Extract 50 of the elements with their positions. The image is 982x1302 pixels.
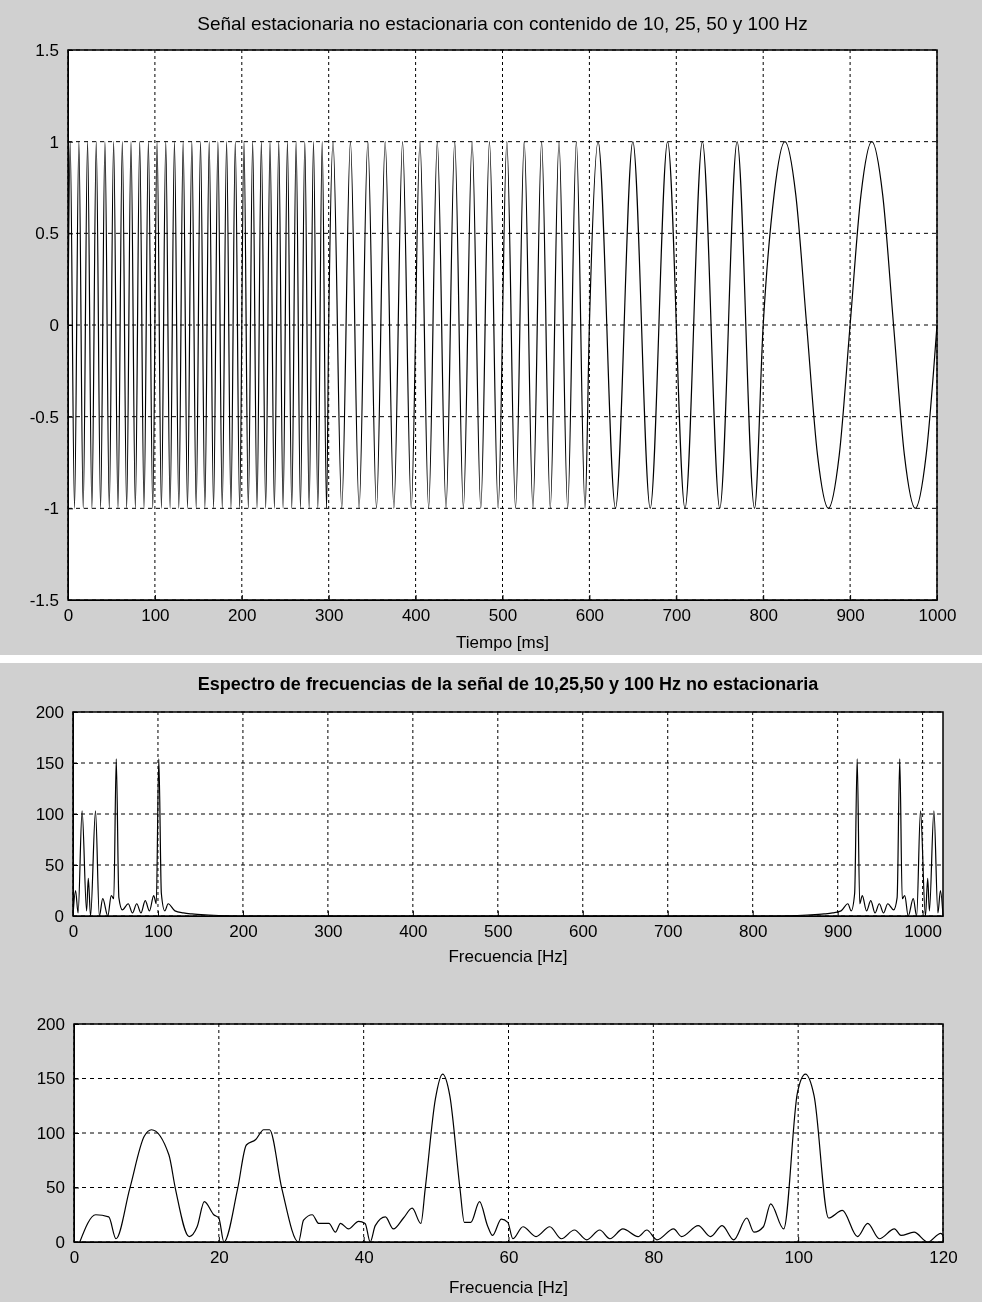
x-tick-label: 800 <box>739 922 768 942</box>
x-tick-label: 20 <box>209 1248 229 1268</box>
x-tick-label: 40 <box>354 1248 374 1268</box>
y-tick-label: 100 <box>36 1123 65 1143</box>
x-axis-title: Frecuencia [Hz] <box>448 1278 569 1297</box>
y-tick-label: 200 <box>35 702 64 722</box>
y-tick-label: -1 <box>43 499 59 519</box>
x-tick-label: 500 <box>484 922 513 942</box>
x-tick-label: 1000 <box>918 606 957 626</box>
y-tick-label: 100 <box>35 804 64 824</box>
x-tick-label: 400 <box>399 922 428 942</box>
x-tick-label: 100 <box>141 606 170 626</box>
y-tick-label: 0.5 <box>35 224 59 244</box>
x-tick-label: 100 <box>144 922 173 942</box>
x-tick-label: 900 <box>836 606 865 626</box>
x-axis-title: Frecuencia [Hz] <box>448 947 568 966</box>
x-tick-label: 60 <box>499 1248 519 1268</box>
x-tick-label: 0 <box>69 1248 80 1268</box>
y-tick-label: 50 <box>45 855 64 875</box>
x-tick-label: 900 <box>823 922 853 942</box>
x-tick-label: 500 <box>488 606 518 626</box>
y-tick-label: -1.5 <box>29 590 59 610</box>
y-tick-label: 0 <box>54 906 64 926</box>
x-axis-title: Tiempo [ms] <box>456 633 549 652</box>
y-tick-label: 0 <box>55 1232 65 1252</box>
y-tick-label: 50 <box>46 1178 65 1198</box>
y-tick-label: 1 <box>49 132 59 152</box>
x-tick-label: 1000 <box>904 922 943 942</box>
x-tick-label: 80 <box>644 1248 664 1268</box>
x-tick-label: 600 <box>575 606 605 626</box>
y-tick-label: 150 <box>35 753 64 773</box>
x-tick-label: 400 <box>401 606 431 626</box>
x-tick-label: 200 <box>228 606 257 626</box>
x-tick-label: 300 <box>314 922 343 942</box>
y-tick-label: 1.5 <box>35 40 59 60</box>
x-tick-label: 700 <box>654 922 683 942</box>
x-tick-label: 600 <box>569 922 598 942</box>
x-tick-label: 0 <box>68 922 79 942</box>
x-tick-label: 700 <box>662 606 691 626</box>
x-tick-label: 120 <box>929 1248 958 1268</box>
x-tick-label: 100 <box>784 1248 813 1268</box>
y-tick-label: 0 <box>49 315 59 335</box>
x-tick-label: 800 <box>749 606 778 626</box>
y-tick-label: -0.5 <box>29 407 59 427</box>
x-tick-label: 300 <box>315 606 344 626</box>
chart-title: Señal estacionaria no estacionaria con contenido de 10, 25, 50 y 100 Hz <box>197 13 808 34</box>
chart-title: Espectro de frecuencias de la señal de 10,25,50 y 100 Hz no estacionaria <box>197 674 820 694</box>
y-tick-label: 150 <box>36 1069 65 1089</box>
x-tick-label: 200 <box>229 922 258 942</box>
y-tick-label: 200 <box>36 1014 65 1034</box>
